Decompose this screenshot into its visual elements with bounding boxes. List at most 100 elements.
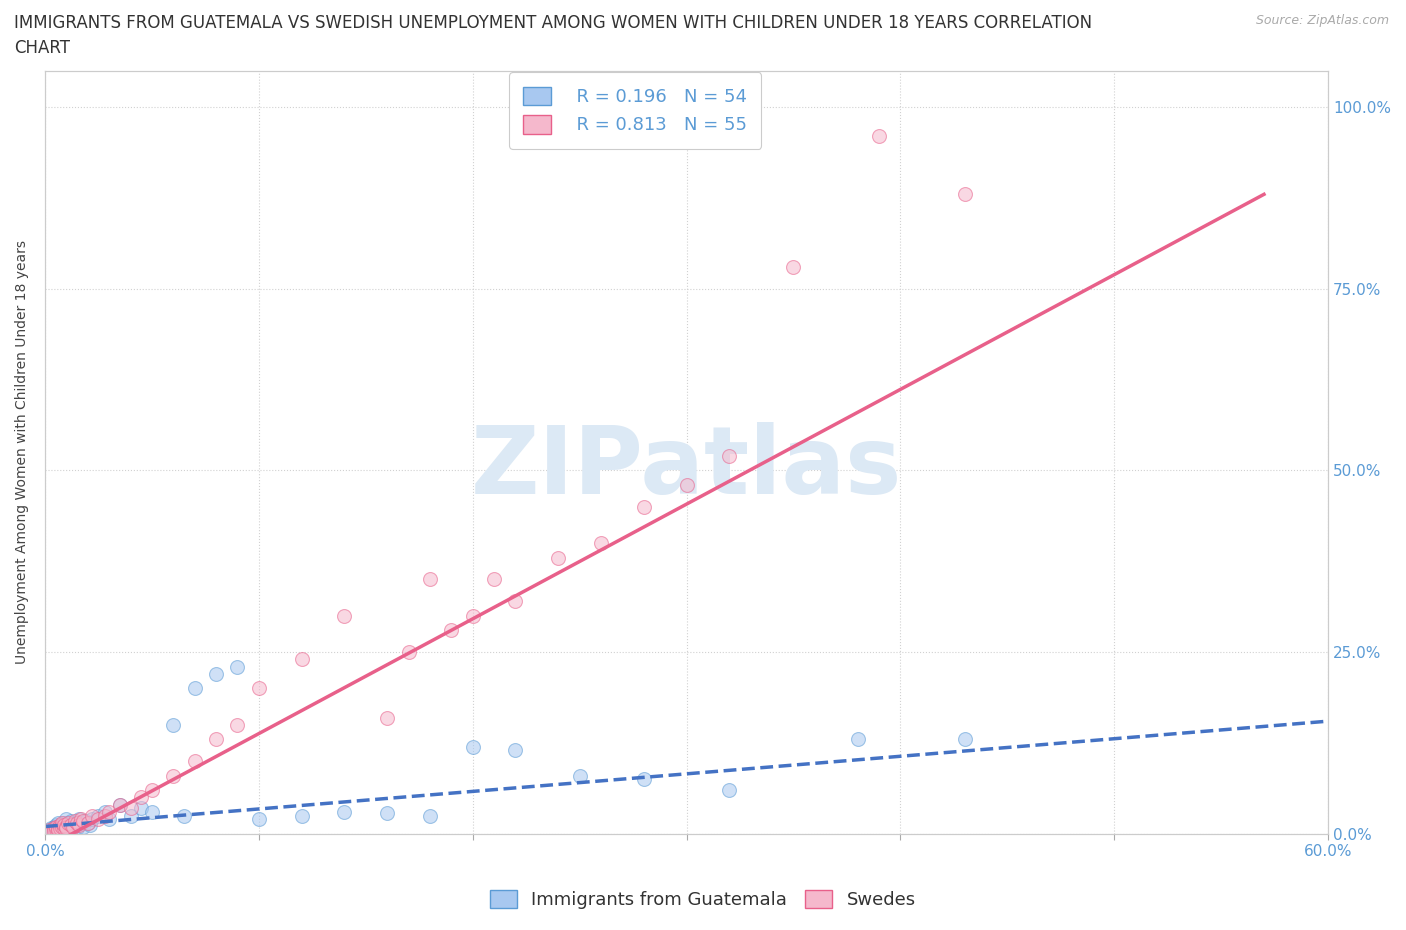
Point	[291, 652, 314, 667]
Point	[846, 732, 869, 747]
Point	[183, 753, 205, 768]
Point	[66, 820, 89, 835]
Point	[226, 659, 249, 674]
Point	[173, 808, 195, 823]
Point	[46, 816, 69, 830]
Point	[49, 819, 72, 834]
Point	[120, 808, 142, 823]
Point	[62, 819, 84, 834]
Point	[66, 817, 89, 832]
Point	[59, 813, 82, 828]
Point	[45, 822, 67, 837]
Point	[59, 817, 82, 832]
Point	[589, 536, 612, 551]
Point	[42, 819, 65, 834]
Y-axis label: Unemployment Among Women with Children Under 18 years: Unemployment Among Women with Children U…	[15, 240, 30, 664]
Point	[42, 820, 65, 835]
Point	[58, 816, 80, 830]
Point	[46, 820, 69, 835]
Point	[440, 623, 463, 638]
Point	[49, 817, 72, 832]
Point	[49, 820, 72, 835]
Point	[461, 608, 484, 623]
Point	[333, 608, 356, 623]
Point	[482, 572, 505, 587]
Point	[67, 812, 90, 827]
Point	[70, 816, 93, 830]
Point	[205, 732, 228, 747]
Point	[41, 820, 63, 835]
Point	[162, 768, 184, 783]
Point	[953, 187, 976, 202]
Legend: Immigrants from Guatemala, Swedes: Immigrants from Guatemala, Swedes	[482, 883, 924, 916]
Point	[53, 820, 76, 835]
Point	[94, 804, 117, 819]
Point	[63, 813, 86, 828]
Point	[79, 817, 101, 832]
Point	[868, 128, 890, 143]
Point	[675, 477, 697, 492]
Point	[66, 816, 89, 830]
Point	[226, 717, 249, 732]
Point	[55, 812, 77, 827]
Point	[63, 816, 86, 830]
Point	[87, 808, 110, 823]
Point	[53, 817, 76, 832]
Point	[45, 817, 67, 832]
Point	[49, 820, 72, 835]
Point	[51, 822, 73, 837]
Point	[291, 808, 314, 823]
Point	[205, 667, 228, 682]
Point	[782, 259, 804, 274]
Point	[333, 804, 356, 819]
Point	[375, 806, 398, 821]
Point	[162, 717, 184, 732]
Point	[55, 819, 77, 834]
Point	[247, 681, 270, 696]
Point	[633, 772, 655, 787]
Point	[38, 823, 60, 838]
Text: Source: ZipAtlas.com: Source: ZipAtlas.com	[1256, 14, 1389, 27]
Point	[80, 808, 103, 823]
Point	[633, 499, 655, 514]
Point	[568, 768, 591, 783]
Point	[70, 812, 93, 827]
Point	[46, 823, 69, 838]
Text: ZIPatlas: ZIPatlas	[471, 421, 903, 513]
Point	[75, 813, 97, 828]
Point	[419, 572, 441, 587]
Point	[129, 790, 152, 804]
Point	[45, 821, 67, 836]
Point	[41, 825, 63, 840]
Point	[58, 820, 80, 835]
Point	[87, 812, 110, 827]
Point	[51, 819, 73, 834]
Point	[53, 816, 76, 830]
Point	[72, 813, 94, 828]
Point	[42, 824, 65, 839]
Point	[505, 743, 527, 758]
Point	[419, 808, 441, 823]
Point	[141, 783, 163, 798]
Point	[183, 681, 205, 696]
Point	[398, 644, 420, 659]
Text: CHART: CHART	[14, 39, 70, 57]
Point	[59, 817, 82, 832]
Point	[51, 817, 73, 832]
Point	[108, 797, 131, 812]
Point	[120, 801, 142, 816]
Point	[42, 823, 65, 838]
Point	[98, 812, 121, 827]
Point	[953, 732, 976, 747]
Point	[67, 817, 90, 832]
Point	[129, 801, 152, 816]
Point	[94, 808, 117, 823]
Point	[718, 448, 741, 463]
Point	[51, 816, 73, 830]
Point	[718, 783, 741, 798]
Point	[72, 819, 94, 834]
Point	[247, 812, 270, 827]
Point	[375, 711, 398, 725]
Point	[505, 594, 527, 609]
Point	[45, 819, 67, 834]
